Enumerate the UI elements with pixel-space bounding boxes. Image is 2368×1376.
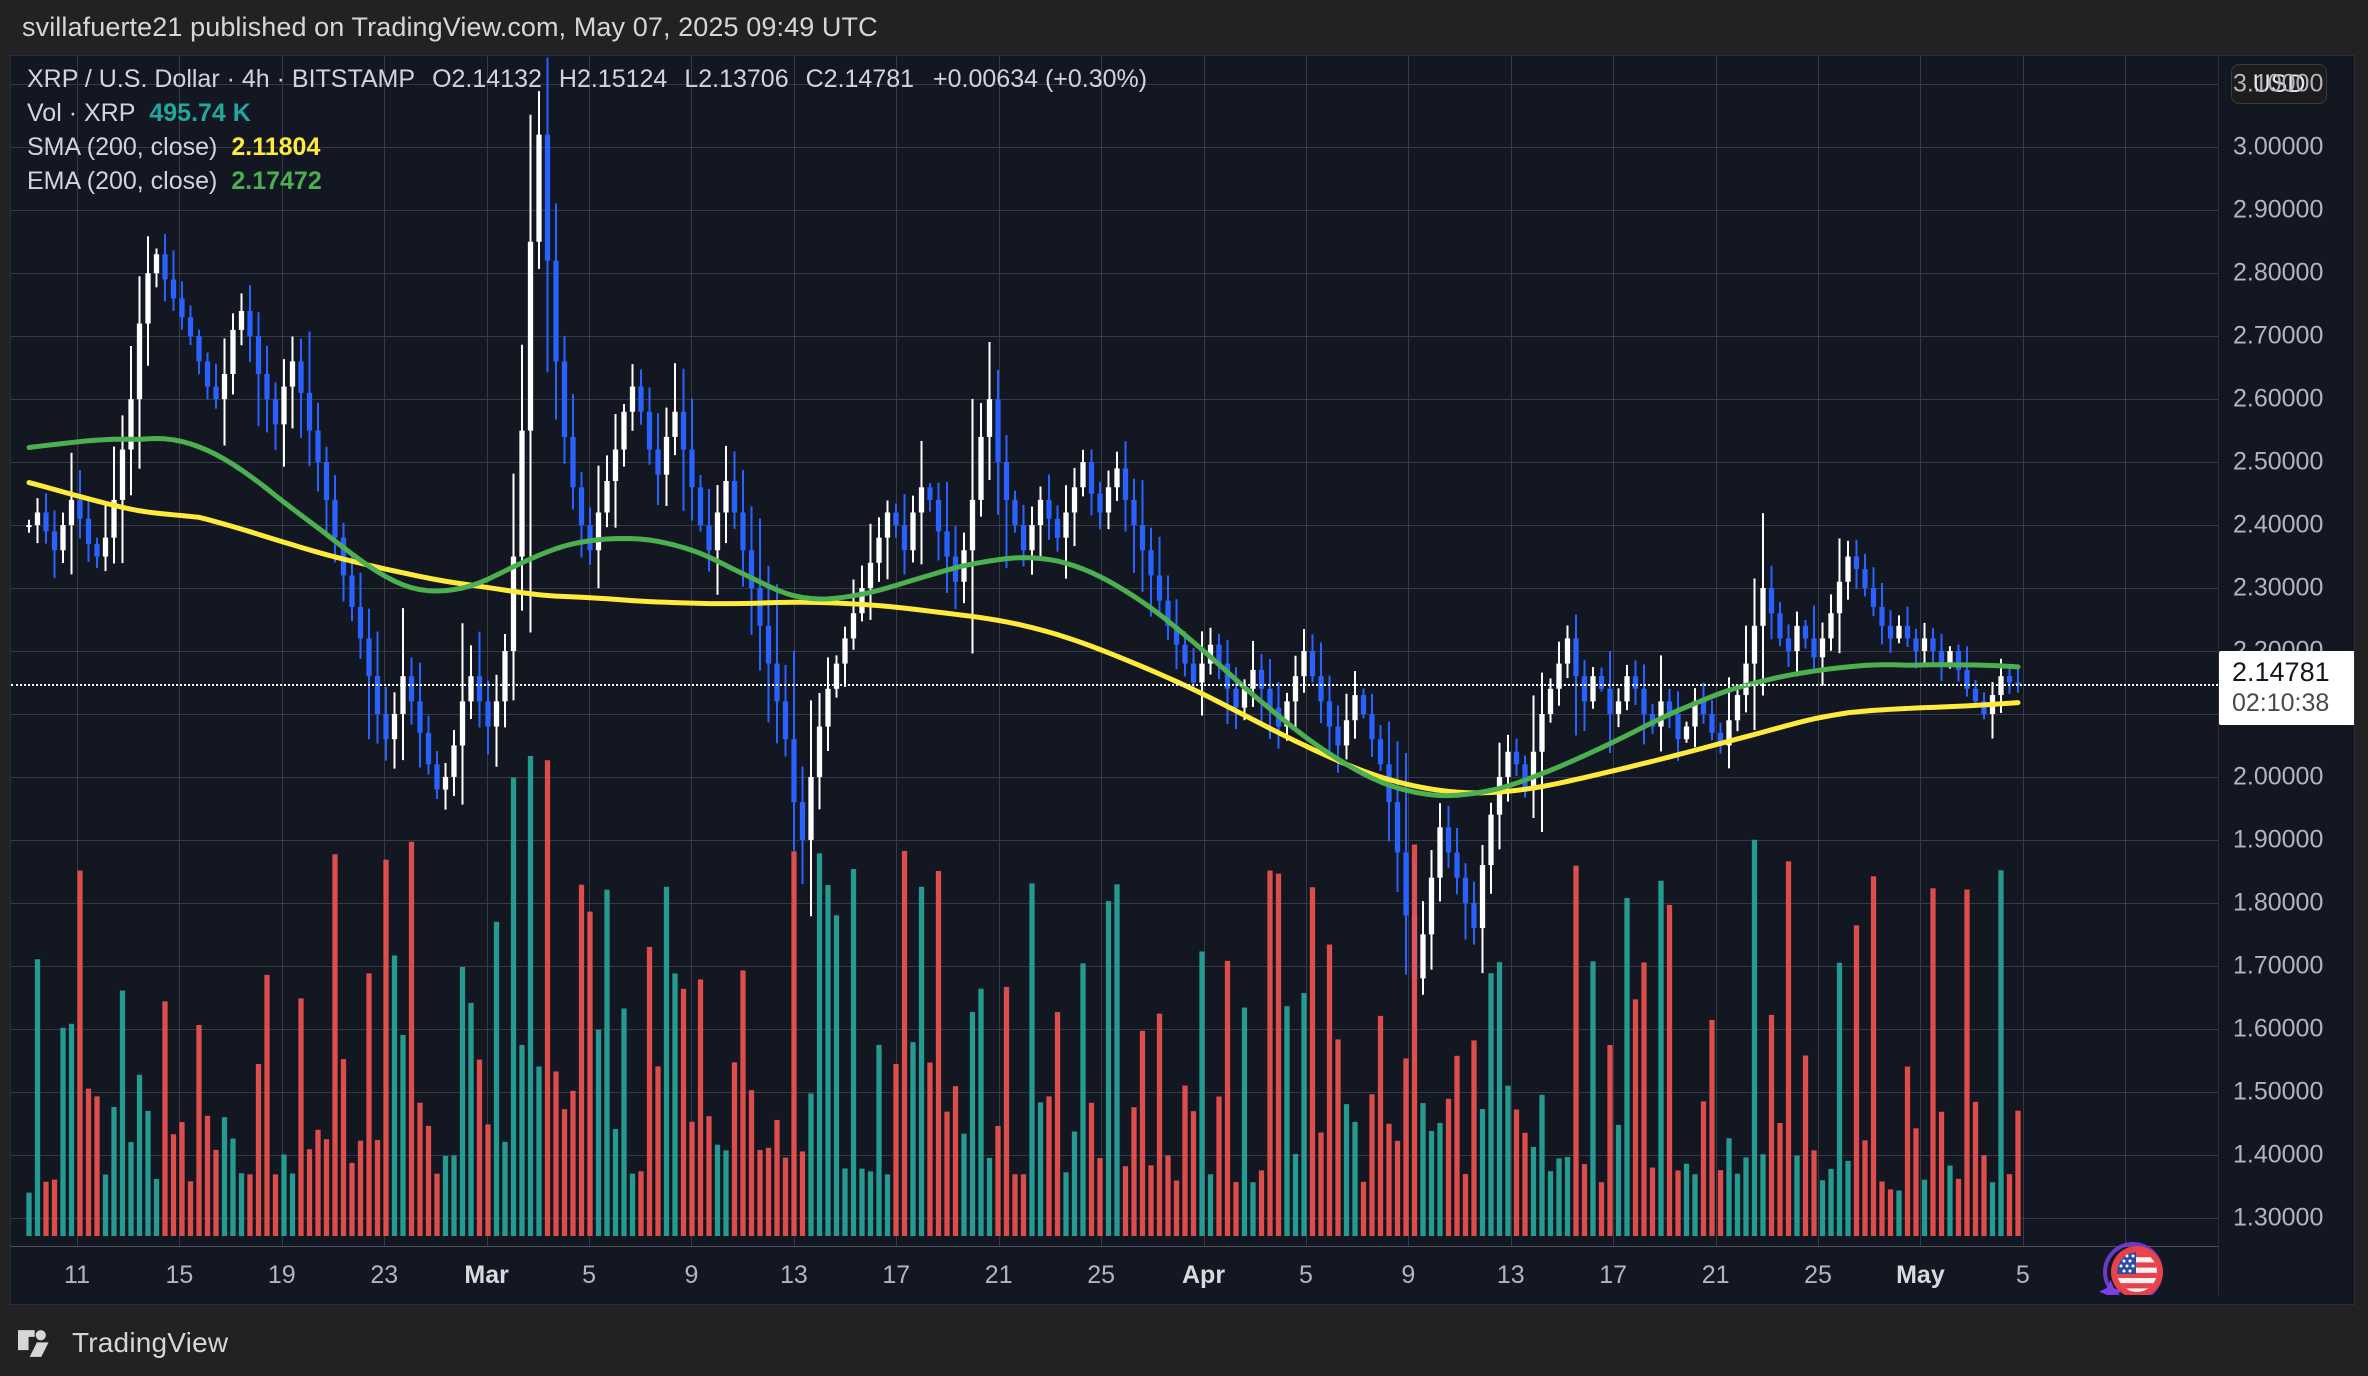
price-axis-tick: 3.10000 [2233, 69, 2324, 98]
current-price-line [11, 683, 2218, 686]
tradingview-branding: TradingView [18, 1322, 228, 1364]
gridline-vertical [896, 56, 897, 1246]
publisher-text: svillafuerte21 published on TradingView.… [22, 12, 878, 42]
gridline-vertical [282, 56, 283, 1246]
chart-frame[interactable]: XRP / U.S. Dollar · 4h · BITSTAMP O2.141… [10, 55, 2355, 1305]
time-axis-tick: 5 [1299, 1261, 1313, 1289]
gridline-vertical [589, 56, 590, 1246]
bar-countdown: 02:10:38 [2232, 688, 2330, 717]
time-axis-tick: 13 [779, 1261, 808, 1289]
gridline-vertical [1408, 56, 1409, 1246]
gridline-horizontal [11, 147, 2218, 149]
time-axis-tick: 9 [1401, 1261, 1416, 1289]
time-axis-tick: 25 [1804, 1261, 1832, 1289]
tradingview-logo-icon [18, 1329, 49, 1357]
gridline-vertical [691, 56, 692, 1246]
gridline-horizontal [11, 839, 2218, 841]
gridline-horizontal [11, 336, 2218, 338]
gridline-vertical [1920, 56, 1921, 1246]
time-axis-tick: 5 [582, 1261, 597, 1289]
price-axis-tick: 2.50000 [2233, 447, 2324, 476]
gridline-vertical [2125, 56, 2126, 1246]
time-axis-tick: 11 [64, 1261, 90, 1289]
price-axis-tick: 1.30000 [2233, 1203, 2324, 1232]
gridline-horizontal [11, 210, 2218, 212]
gridline-horizontal [11, 776, 2218, 778]
gridline-horizontal [11, 525, 2218, 527]
time-axis-tick: 5 [2015, 1261, 2030, 1289]
time-axis-tick: 21 [1701, 1261, 1730, 1289]
gridline-vertical [384, 56, 385, 1246]
price-axis-tick: 2.00000 [2233, 762, 2324, 791]
candlestick-plot [26, 57, 2021, 1236]
gridline-vertical [1613, 56, 1614, 1246]
time-axis-tick: 21 [984, 1261, 1013, 1289]
price-axis-tick: 1.70000 [2233, 951, 2324, 980]
gridline-vertical [179, 56, 180, 1246]
currency-badge[interactable]: USD [2231, 64, 2327, 104]
time-axis-tick: 13 [1496, 1261, 1525, 1289]
gridline-vertical [1511, 56, 1512, 1246]
price-axis-tick: 2.80000 [2233, 258, 2324, 287]
current-price-value: 2.14781 [2232, 656, 2330, 687]
time-axis-tick: May [1896, 1261, 1945, 1289]
price-axis-tick: 1.50000 [2233, 1077, 2324, 1106]
price-axis-tick: 2.70000 [2233, 321, 2324, 350]
sparkle-icon [2099, 1280, 2122, 1295]
us-flag-badge-icon [2093, 1234, 2173, 1295]
time-axis-tick: 23 [370, 1261, 399, 1289]
price-axis[interactable]: USD 3.10000 3.00000 2.90000 2.80000 2.70000 2… [2218, 56, 2354, 1295]
price-axis-tick: 3.00000 [2233, 132, 2324, 161]
price-axis-tick: 2.30000 [2233, 573, 2324, 602]
tradingview-wordmark: TradingView [72, 1327, 229, 1358]
price-pane[interactable]: XRP / U.S. Dollar · 4h · BITSTAMP O2.141… [11, 56, 2218, 1295]
gridline-vertical [2023, 56, 2024, 1246]
price-axis-tick: 1.60000 [2233, 1014, 2324, 1043]
price-axis-tick: 1.80000 [2233, 888, 2324, 917]
time-axis-tick: 19 [267, 1261, 296, 1289]
gridline-vertical [1716, 56, 1717, 1246]
time-axis-tick: 25 [1087, 1261, 1116, 1289]
price-axis-tick: 1.90000 [2233, 825, 2324, 854]
time-axis-tick: 15 [165, 1261, 194, 1289]
gridline-horizontal [11, 588, 2218, 590]
gridline-horizontal [11, 713, 2218, 715]
gridline-horizontal [11, 399, 2218, 401]
time-axis-tick: 17 [882, 1261, 911, 1289]
gridline-vertical [487, 56, 488, 1246]
gridline-vertical [77, 56, 78, 1246]
time-axis-tick: Apr [1182, 1261, 1226, 1289]
gridline-vertical [1818, 56, 1819, 1246]
gridline-horizontal [11, 462, 2218, 464]
time-axis[interactable]: 11151923Mar5913172125Apr5913172125May59 [11, 1246, 2218, 1304]
time-axis-tick: 9 [684, 1261, 699, 1289]
time-axis-tick: Mar [464, 1261, 509, 1289]
gridline-horizontal [11, 651, 2218, 652]
publisher-bar: svillafuerte21 published on TradingView.… [0, 0, 2368, 55]
price-axis-tick: 2.90000 [2233, 195, 2324, 224]
gridline-horizontal [11, 273, 2218, 275]
time-axis-tick: 17 [1599, 1261, 1628, 1289]
gridline-horizontal [11, 84, 2218, 86]
price-axis-tick: 2.40000 [2233, 510, 2324, 539]
price-axis-tick: 2.60000 [2233, 384, 2324, 413]
current-price-tag[interactable]: 2.14781 02:10:38 [2219, 650, 2354, 725]
price-axis-tick: 1.40000 [2233, 1140, 2324, 1169]
gridline-vertical [999, 56, 1000, 1246]
